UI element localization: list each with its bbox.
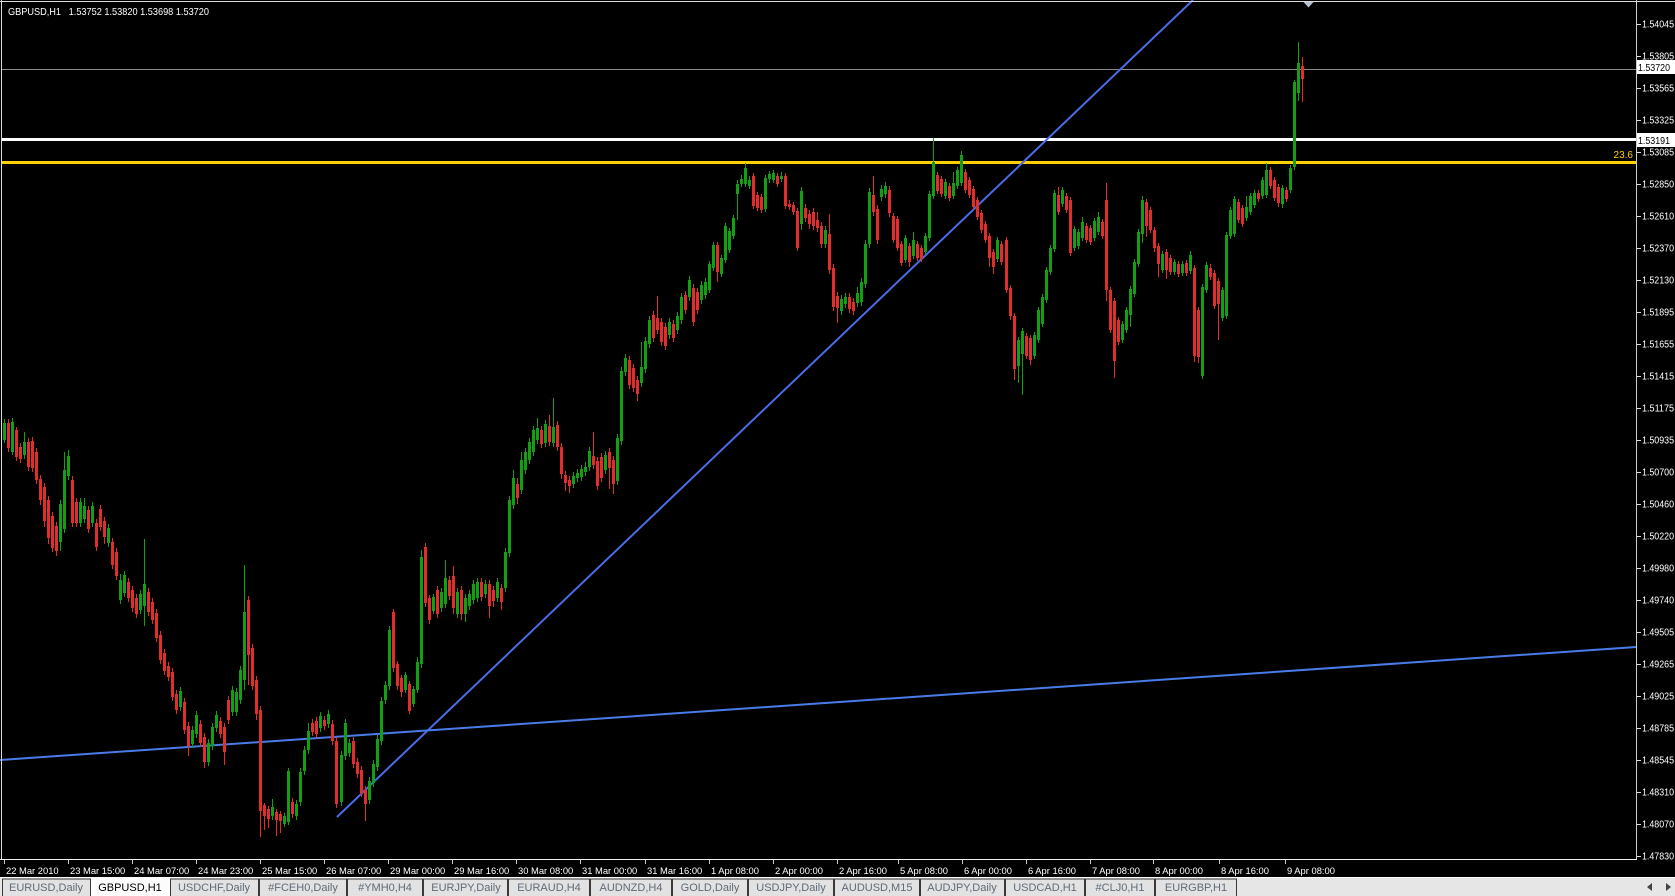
svg-text:6 Apr 00:00: 6 Apr 00:00	[964, 865, 1012, 876]
svg-text:1.48310: 1.48310	[1642, 788, 1674, 799]
svg-text:1.53565: 1.53565	[1642, 84, 1674, 95]
svg-text:1.53720: 1.53720	[1638, 63, 1670, 74]
svg-text:1.52850: 1.52850	[1642, 180, 1674, 191]
svg-text:1 Apr 08:00: 1 Apr 08:00	[711, 865, 759, 876]
svg-text:29 Mar 00:00: 29 Mar 00:00	[390, 865, 445, 876]
svg-text:GBPUSD,H1 1.53752 1.53820 1.: GBPUSD,H1 1.53752 1.53820 1.53698 1.5372…	[8, 6, 209, 18]
svg-text:EURJPY,Daily: EURJPY,Daily	[431, 882, 501, 894]
svg-text:23 Mar 15:00: 23 Mar 15:00	[70, 865, 125, 876]
svg-text:EURUSD,Daily: EURUSD,Daily	[9, 882, 83, 894]
svg-text:1.47830: 1.47830	[1642, 852, 1674, 863]
svg-text:1.49025: 1.49025	[1642, 692, 1674, 703]
svg-text:USDJPY,Daily: USDJPY,Daily	[756, 882, 826, 894]
svg-text:#YMH0,H4: #YMH0,H4	[358, 882, 412, 894]
svg-text:1.50220: 1.50220	[1642, 532, 1674, 543]
svg-text:2 Apr 16:00: 2 Apr 16:00	[839, 865, 887, 876]
svg-text:31 Mar 16:00: 31 Mar 16:00	[647, 865, 702, 876]
svg-text:1.48545: 1.48545	[1642, 756, 1674, 767]
svg-text:1.51655: 1.51655	[1642, 340, 1674, 351]
svg-text:GOLD,Daily: GOLD,Daily	[681, 882, 740, 894]
svg-text:1.51415: 1.51415	[1642, 372, 1674, 383]
svg-text:#CLJ0,H1: #CLJ0,H1	[1096, 882, 1145, 894]
svg-text:1.53085: 1.53085	[1642, 148, 1674, 159]
svg-text:1.49265: 1.49265	[1642, 660, 1674, 671]
svg-text:GBPUSD,H1: GBPUSD,H1	[98, 882, 162, 894]
svg-text:8 Apr 16:00: 8 Apr 16:00	[1221, 865, 1269, 876]
svg-text:AUDUSD,M15: AUDUSD,M15	[842, 882, 913, 894]
svg-text:2 Apr 00:00: 2 Apr 00:00	[775, 865, 823, 876]
svg-text:1.50700: 1.50700	[1642, 468, 1674, 479]
svg-text:USDCHF,Daily: USDCHF,Daily	[178, 882, 251, 894]
svg-text:1.48785: 1.48785	[1642, 724, 1674, 735]
svg-text:24 Mar 23:00: 24 Mar 23:00	[198, 865, 253, 876]
svg-text:1.49980: 1.49980	[1642, 564, 1674, 575]
svg-text:1.53805: 1.53805	[1642, 52, 1674, 63]
svg-text:24 Mar 07:00: 24 Mar 07:00	[134, 865, 189, 876]
svg-text:29 Mar 16:00: 29 Mar 16:00	[454, 865, 509, 876]
svg-text:1.50460: 1.50460	[1642, 500, 1674, 511]
svg-text:30 Mar 08:00: 30 Mar 08:00	[518, 865, 573, 876]
svg-text:1.49740: 1.49740	[1642, 596, 1674, 607]
svg-text:9 Apr 08:00: 9 Apr 08:00	[1287, 865, 1335, 876]
svg-text:1.53191: 1.53191	[1638, 136, 1670, 147]
svg-text:USDCAD,H1: USDCAD,H1	[1013, 882, 1077, 894]
svg-text:7 Apr 08:00: 7 Apr 08:00	[1092, 865, 1140, 876]
svg-text:1.49505: 1.49505	[1642, 628, 1674, 639]
svg-text:5 Apr 08:00: 5 Apr 08:00	[900, 865, 948, 876]
svg-text:1.51175: 1.51175	[1642, 404, 1674, 415]
svg-text:8 Apr 00:00: 8 Apr 00:00	[1155, 865, 1203, 876]
svg-text:6 Apr 16:00: 6 Apr 16:00	[1028, 865, 1076, 876]
svg-text:25 Mar 15:00: 25 Mar 15:00	[262, 865, 317, 876]
svg-text:1.48070: 1.48070	[1642, 820, 1674, 831]
svg-text:1.50935: 1.50935	[1642, 436, 1674, 447]
svg-text:EURAUD,H4: EURAUD,H4	[517, 882, 581, 894]
svg-text:22 Mar 2010: 22 Mar 2010	[6, 865, 59, 876]
svg-text:EURGBP,H1: EURGBP,H1	[1165, 882, 1227, 894]
svg-text:1.54045: 1.54045	[1642, 20, 1674, 31]
svg-text:#FCEH0,Daily: #FCEH0,Daily	[268, 882, 338, 894]
svg-text:1.52130: 1.52130	[1642, 276, 1674, 287]
svg-text:AUDNZD,H4: AUDNZD,H4	[600, 882, 663, 894]
svg-text:AUDJPY,Daily: AUDJPY,Daily	[927, 882, 997, 894]
svg-text:1.53325: 1.53325	[1642, 116, 1674, 127]
svg-text:1.52370: 1.52370	[1642, 244, 1674, 255]
svg-text:31 Mar 00:00: 31 Mar 00:00	[582, 865, 637, 876]
svg-text:26 Mar 07:00: 26 Mar 07:00	[326, 865, 381, 876]
svg-text:1.52610: 1.52610	[1642, 212, 1674, 223]
svg-text:1.51895: 1.51895	[1642, 308, 1674, 319]
svg-text:23.6: 23.6	[1614, 150, 1634, 161]
